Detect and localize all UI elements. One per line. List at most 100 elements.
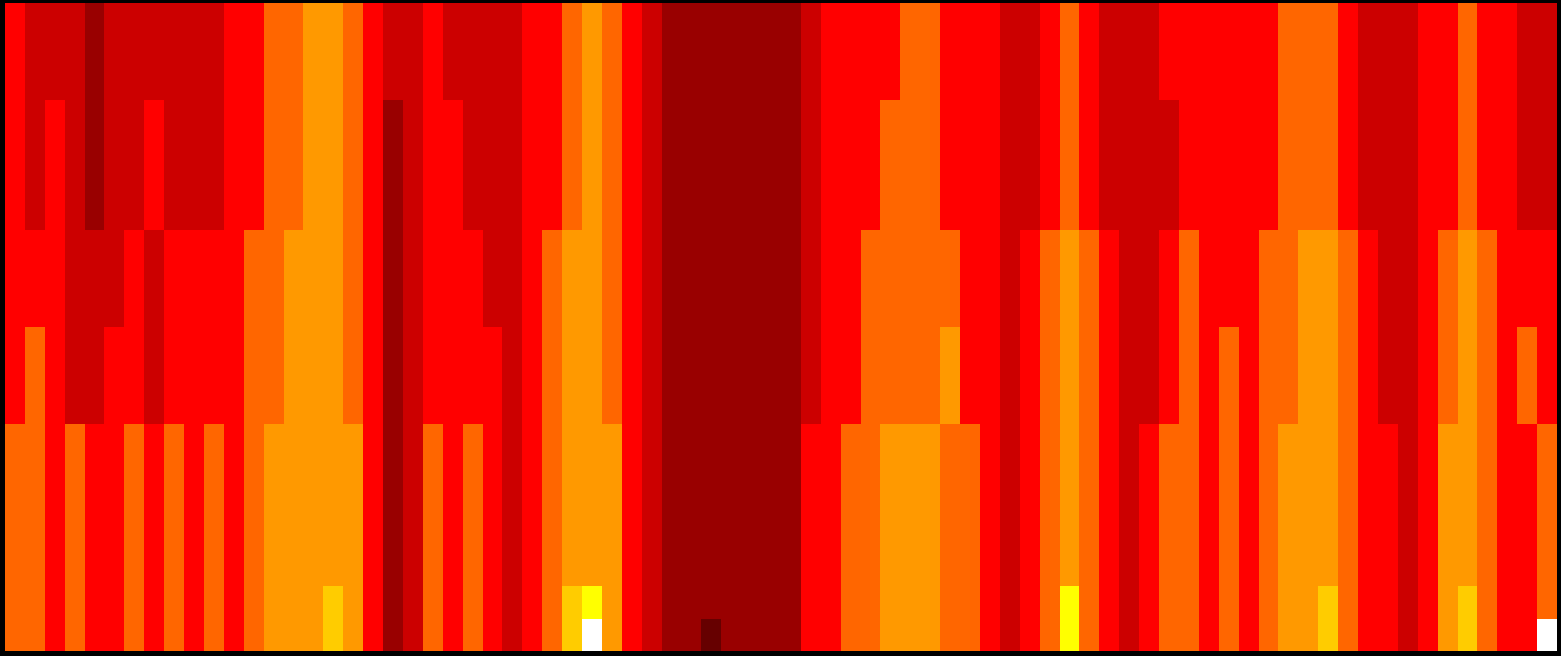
heatmap-cell — [701, 619, 721, 651]
heatmap-cell — [781, 489, 801, 522]
heatmap-cell — [303, 327, 323, 360]
heatmap-cell — [920, 554, 940, 587]
heatmap-cell — [5, 35, 25, 68]
heatmap-cell — [940, 327, 960, 360]
heatmap-cell — [25, 230, 45, 263]
heatmap-cell — [85, 197, 105, 230]
heatmap-cell — [1119, 554, 1139, 587]
heatmap-cell — [1398, 424, 1418, 457]
heatmap-cell — [204, 554, 224, 587]
heatmap-cell — [363, 197, 383, 230]
heatmap-cell — [582, 165, 602, 198]
heatmap-cell — [1060, 262, 1080, 295]
heatmap-cell — [1020, 262, 1040, 295]
heatmap-cell — [1398, 327, 1418, 360]
heatmap-cell — [1040, 489, 1060, 522]
heatmap-cell — [124, 295, 144, 328]
heatmap-cell — [483, 295, 503, 328]
heatmap-cell — [801, 133, 821, 166]
heatmap-cell — [1358, 3, 1378, 36]
heatmap-cell — [502, 359, 522, 392]
heatmap-cell — [65, 100, 85, 133]
heatmap-cell — [960, 586, 980, 619]
heatmap-cell — [124, 3, 144, 36]
heatmap-cell — [1458, 489, 1478, 522]
heatmap-cell — [1119, 521, 1139, 554]
heatmap-cell — [622, 262, 642, 295]
heatmap-cell — [522, 68, 542, 101]
heatmap-cell — [1079, 262, 1099, 295]
heatmap-cell — [562, 230, 582, 263]
heatmap-cell — [1497, 197, 1517, 230]
heatmap-cell — [761, 327, 781, 360]
heatmap-cell — [602, 359, 622, 392]
heatmap-cell — [721, 489, 741, 522]
heatmap-cell — [1259, 230, 1279, 263]
heatmap-cell — [1497, 359, 1517, 392]
heatmap-cell — [1199, 295, 1219, 328]
heatmap-cell — [1000, 133, 1020, 166]
heatmap-cell — [1497, 68, 1517, 101]
heatmap-cell — [65, 230, 85, 263]
heatmap-cell — [383, 586, 403, 619]
heatmap-cell — [662, 489, 682, 522]
heatmap-cell — [701, 424, 721, 457]
heatmap-cell — [1438, 554, 1458, 587]
heatmap-cell — [1020, 392, 1040, 425]
heatmap-cell — [582, 359, 602, 392]
heatmap-cell — [1438, 521, 1458, 554]
heatmap-cell — [423, 489, 443, 522]
heatmap-cell — [1338, 165, 1358, 198]
heatmap-cell — [1378, 359, 1398, 392]
heatmap-cell — [1458, 3, 1478, 36]
heatmap-cell — [562, 133, 582, 166]
heatmap-cell — [861, 3, 881, 36]
heatmap-cell — [920, 392, 940, 425]
heatmap-cell — [343, 133, 363, 166]
heatmap-cell — [821, 521, 841, 554]
heatmap-cell — [483, 133, 503, 166]
heatmap-cell — [463, 230, 483, 263]
heatmap-cell — [721, 165, 741, 198]
heatmap-cell — [403, 3, 423, 36]
heatmap-cell — [1239, 165, 1259, 198]
heatmap-cell — [1438, 68, 1458, 101]
heatmap-cell — [1199, 197, 1219, 230]
heatmap-cell — [144, 392, 164, 425]
heatmap-cell — [662, 424, 682, 457]
heatmap-cell — [25, 521, 45, 554]
heatmap-cell — [5, 359, 25, 392]
heatmap-cell — [701, 230, 721, 263]
heatmap-cell — [1537, 133, 1557, 166]
heatmap-cell — [602, 586, 622, 619]
heatmap-cell — [1537, 619, 1557, 651]
heatmap-cell — [582, 35, 602, 68]
heatmap-cell — [741, 133, 761, 166]
heatmap-cell — [244, 619, 264, 651]
heatmap-cell — [25, 619, 45, 651]
heatmap-cell — [443, 521, 463, 554]
heatmap-cell — [1338, 521, 1358, 554]
heatmap-cell — [622, 35, 642, 68]
heatmap-cell — [1199, 230, 1219, 263]
heatmap-cell — [1298, 619, 1318, 651]
heatmap-cell — [1378, 197, 1398, 230]
heatmap-cell — [682, 327, 702, 360]
heatmap-cell — [1318, 230, 1338, 263]
heatmap-cell — [861, 424, 881, 457]
heatmap-cell — [1099, 619, 1119, 651]
heatmap-cell — [104, 197, 124, 230]
heatmap-cell — [841, 100, 861, 133]
heatmap-cell — [602, 295, 622, 328]
heatmap-cell — [1099, 521, 1119, 554]
heatmap-cell — [1079, 327, 1099, 360]
heatmap-cell — [1537, 457, 1557, 490]
heatmap-cell — [1318, 619, 1338, 651]
heatmap-cell — [900, 554, 920, 587]
heatmap-cell — [801, 359, 821, 392]
heatmap-cell — [761, 197, 781, 230]
heatmap-cell — [403, 521, 423, 554]
heatmap-cell — [1477, 100, 1497, 133]
heatmap-cell — [184, 68, 204, 101]
heatmap-cell — [284, 521, 304, 554]
